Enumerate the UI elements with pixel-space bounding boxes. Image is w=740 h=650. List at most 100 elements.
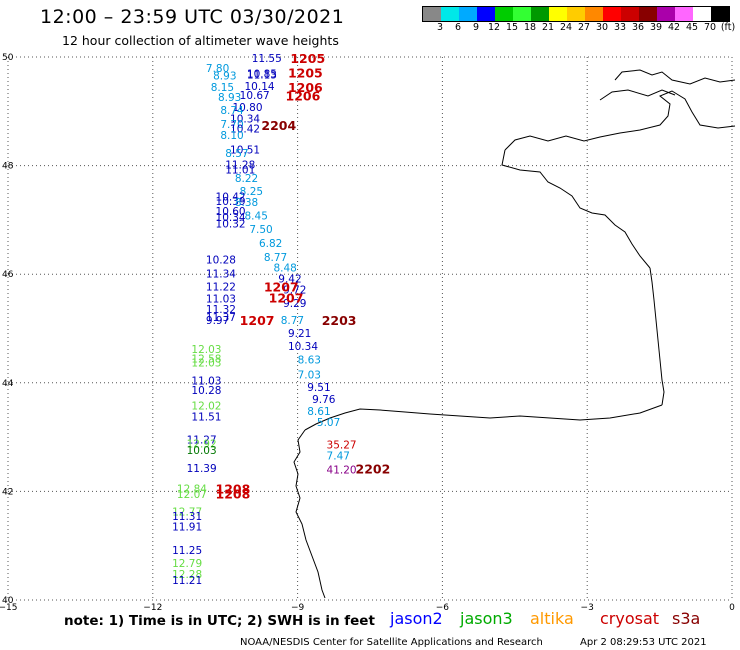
- wave-height-value: 7.70: [220, 119, 243, 131]
- wave-height-value: 10.39: [216, 196, 246, 208]
- wave-height-value: 7.03: [298, 370, 321, 382]
- legend-swatch: [693, 7, 711, 21]
- legend-tick: 18: [523, 22, 537, 33]
- legend-tick: 42: [667, 22, 681, 33]
- wave-height-value: 9.51: [307, 382, 330, 394]
- legend-tick: 30: [595, 22, 609, 33]
- wave-height-value: 12.84: [177, 484, 207, 496]
- pass-time-label: 1205: [290, 51, 325, 66]
- pass-time-label: 1205: [288, 66, 323, 81]
- wave-height-value: 11.21: [172, 575, 202, 587]
- wave-height-value: 11.39: [187, 463, 217, 475]
- generation-timestamp: Apr 2 08:29:53 UTC 2021: [580, 637, 707, 648]
- legend-swatch: [441, 7, 459, 21]
- wave-height-value: 11.01: [225, 164, 255, 176]
- wave-height-value: 12.79: [172, 558, 202, 570]
- wave-height-value: 9.42: [278, 274, 301, 286]
- x-tick-label: −6: [436, 603, 450, 613]
- legend-tick: 12: [487, 22, 501, 33]
- coastline-brittany-south: [501, 149, 651, 269]
- wave-height-value: 9.29: [283, 298, 306, 310]
- pass-time-label: 1208: [216, 482, 251, 497]
- pass-time-label: 2203: [322, 313, 357, 328]
- x-tick-label: −15: [0, 603, 18, 613]
- wave-height-value: 9.21: [288, 328, 311, 340]
- pass-time-label: 1206: [288, 80, 323, 95]
- legend-tick: (ft): [720, 22, 736, 33]
- wave-height-value: 8.63: [298, 354, 321, 366]
- wave-height-value: 10.80: [232, 102, 262, 114]
- pass-time-label: 2202: [356, 462, 391, 477]
- legend-swatch: [585, 7, 603, 21]
- pass-time-label: 1207: [240, 313, 275, 328]
- legend-tick: 39: [649, 22, 663, 33]
- wave-height-value: 11.34: [206, 269, 236, 281]
- wave-height-value: 10.32: [216, 219, 246, 231]
- wave-height-value: 8.48: [273, 263, 296, 275]
- wave-height-value: 10.34: [230, 113, 260, 125]
- wave-height-value: 11.22: [206, 282, 236, 294]
- wave-height-value: 8.93: [218, 92, 241, 104]
- wave-height-value: 8.57: [225, 148, 248, 160]
- credit-line: NOAA/NESDIS Center for Satellite Applica…: [240, 637, 543, 648]
- footnote: note: 1) Time is in UTC; 2) SWH is in fe…: [64, 613, 375, 629]
- coastline-biscay-france: [649, 267, 665, 406]
- wave-height-value: 11.27: [187, 434, 217, 446]
- wave-height-value: 35.27: [327, 440, 357, 452]
- x-tick-label: −9: [291, 603, 305, 613]
- wave-height-value: 7.80: [206, 63, 229, 75]
- legend-cryosat: cryosat: [600, 609, 660, 628]
- legend-swatch: [531, 7, 549, 21]
- wave-height-value: 12.07: [177, 489, 207, 501]
- wave-height-value: 6.82: [259, 238, 282, 250]
- wave-height-value: 8.61: [307, 406, 330, 418]
- legend-jason2: jason2: [390, 609, 443, 628]
- legend-swatch: [549, 7, 567, 21]
- wave-height-value: 12.92: [187, 439, 217, 451]
- coastline-brittany: [504, 90, 736, 151]
- wave-height-value: 8.22: [235, 173, 258, 185]
- wave-height-value: 10.60: [216, 206, 246, 218]
- y-tick-label: 44: [2, 379, 14, 389]
- pass-time-label: 1206: [286, 89, 321, 104]
- wave-height-value: 12.03: [191, 344, 221, 356]
- coastline: [293, 69, 736, 599]
- legend-swatch: [513, 7, 531, 21]
- wave-height-value: 8.25: [240, 186, 263, 198]
- legend-tick: 27: [577, 22, 591, 33]
- legend-swatch: [711, 7, 729, 21]
- wave-height-value: 11.03: [206, 294, 236, 306]
- legend-tick: 33: [613, 22, 627, 33]
- legend-swatch: [459, 7, 477, 21]
- wave-height-value: 12.03: [191, 358, 221, 370]
- wave-height-value: 11.25: [172, 545, 202, 557]
- legend-swatch: [657, 7, 675, 21]
- wave-height-value: 41.20: [327, 465, 357, 477]
- legend-swatch: [603, 7, 621, 21]
- legend-tick: 24: [559, 22, 573, 33]
- coastline-cornwall: [599, 89, 676, 101]
- legend-swatch: [639, 7, 657, 21]
- wave-height-value: 11.13: [247, 69, 277, 81]
- legend-tick: 9: [472, 22, 480, 33]
- legend-swatch: [675, 7, 693, 21]
- wave-height-value: 8.45: [245, 211, 268, 223]
- wave-height-value: 12.58: [191, 353, 221, 365]
- legend-tick: 15: [505, 22, 519, 33]
- wave-height-value: 12.28: [172, 569, 202, 581]
- wave-height-value: 9.97: [206, 315, 229, 327]
- wave-height-value: 10.28: [206, 255, 236, 267]
- pass-time-label: 1207: [264, 280, 299, 295]
- wave-height-value: 8.77: [264, 252, 287, 264]
- coastline-galicia-portugal: [293, 429, 326, 599]
- wave-height-value: 8.77: [281, 315, 304, 327]
- wave-height-value: 7.47: [327, 451, 350, 463]
- wave-height-value: 11.31: [172, 511, 202, 523]
- wave-height-value: 10.34: [216, 212, 246, 224]
- pass-time-label: 1207: [269, 291, 304, 306]
- legend-tick: 21: [541, 22, 555, 33]
- wave-height-value: 9.72: [283, 284, 306, 296]
